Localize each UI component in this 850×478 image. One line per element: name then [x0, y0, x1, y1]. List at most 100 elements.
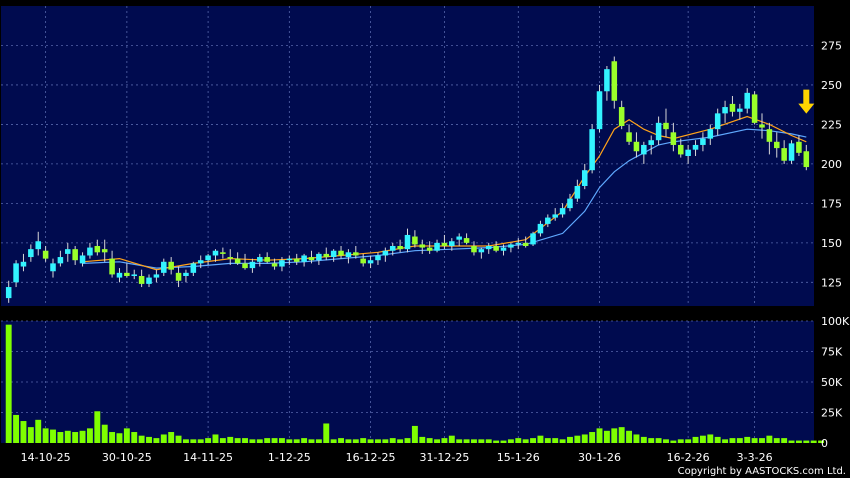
date-tick-label: 15-1-26: [497, 451, 540, 464]
volume-tick-label: 25K: [821, 407, 843, 420]
candle-body: [478, 249, 485, 253]
candle-body: [5, 287, 12, 299]
candle: [330, 249, 337, 262]
candle: [367, 255, 374, 269]
candle-body: [131, 274, 138, 276]
volume-bar: [434, 439, 440, 443]
volume-bar: [190, 439, 197, 443]
candle-body: [485, 246, 492, 250]
date-tick-label: 14-10-25: [21, 451, 71, 464]
candle: [279, 257, 285, 272]
volume-bar: [197, 439, 204, 443]
volume-tick-label: 100K: [821, 315, 850, 328]
volume-bar: [544, 438, 551, 443]
candle: [567, 193, 573, 212]
candle: [714, 108, 721, 136]
copyright-text: Copyright by AASTOCKS.com Ltd.: [678, 466, 846, 477]
volume-bar: [146, 436, 152, 443]
candle-body: [382, 250, 389, 256]
candle-body: [604, 69, 610, 92]
volume-bar: [611, 428, 618, 443]
candle-body: [729, 103, 736, 112]
candle: [28, 244, 34, 262]
candle-body: [13, 263, 19, 283]
candle-body: [323, 253, 330, 258]
candle: [382, 247, 389, 262]
candle-body: [456, 236, 462, 240]
candle: [65, 242, 71, 262]
candle: [257, 253, 263, 267]
price-tick-label: 175: [821, 197, 842, 210]
candle: [692, 140, 699, 156]
volume-bar: [810, 440, 817, 443]
volume-bar: [72, 432, 79, 443]
candle-body: [648, 140, 654, 145]
candle-body: [567, 198, 573, 209]
volume-bar: [552, 438, 559, 443]
volume-bar: [471, 439, 477, 443]
down-arrow-icon: [798, 89, 815, 114]
candle: [626, 124, 632, 145]
candle-body: [611, 61, 618, 101]
candle-body: [508, 244, 514, 248]
volume-bar: [663, 439, 669, 443]
candle-body: [183, 272, 189, 276]
candle: [485, 242, 492, 254]
candle: [803, 144, 810, 171]
candle-body: [109, 258, 115, 275]
volume-bar: [234, 438, 241, 443]
candle-body: [714, 113, 721, 130]
candle: [434, 239, 440, 253]
candle: [700, 132, 706, 152]
candle: [596, 84, 603, 133]
candle: [722, 100, 728, 123]
date-axis-labels: 14-10-25 30-10-25 14-11-25 1-12-25 16-12-25 3…: [21, 451, 773, 464]
volume-bar: [448, 435, 455, 443]
volume-bar: [818, 440, 825, 443]
candle-body: [530, 233, 536, 245]
candle: [515, 238, 522, 250]
volume-bar: [589, 432, 596, 443]
candle: [205, 253, 211, 265]
candle: [537, 220, 544, 237]
candle-body: [205, 255, 211, 261]
candle: [175, 266, 182, 288]
candle-body: [168, 261, 174, 270]
candle: [545, 214, 551, 228]
grid: [1, 6, 814, 443]
candle-body: [35, 241, 42, 250]
volume-bar: [293, 439, 300, 443]
candle-body: [190, 263, 197, 273]
volume-bar: [626, 430, 633, 443]
candle-body: [264, 257, 270, 262]
candle: [101, 239, 108, 262]
volume-bar: [485, 439, 492, 443]
candle-body: [766, 129, 773, 142]
candle: [441, 234, 448, 250]
candle: [168, 257, 174, 275]
candle-body: [434, 242, 440, 251]
volume-bar: [315, 439, 322, 443]
candle-body: [559, 208, 566, 215]
candle-body: [552, 214, 558, 218]
candle-body: [596, 91, 603, 130]
volume-tick-label: 0: [821, 437, 828, 450]
candle-body: [360, 258, 366, 264]
volume-bar: [175, 435, 182, 443]
candle-body: [375, 255, 381, 261]
volume-bar: [86, 428, 93, 443]
candle-body: [707, 129, 714, 139]
volume-bar: [182, 439, 189, 443]
price-tick-label: 125: [821, 276, 842, 289]
candle-body: [116, 272, 123, 278]
volume-bar: [603, 430, 610, 443]
candle: [190, 261, 197, 276]
candle: [670, 122, 677, 152]
candle: [522, 236, 529, 248]
candle-body: [227, 257, 234, 259]
candle: [500, 244, 507, 256]
candle-body: [124, 272, 130, 276]
candle-body: [271, 263, 278, 267]
volume-bar: [478, 439, 485, 443]
candle-body: [641, 144, 647, 155]
